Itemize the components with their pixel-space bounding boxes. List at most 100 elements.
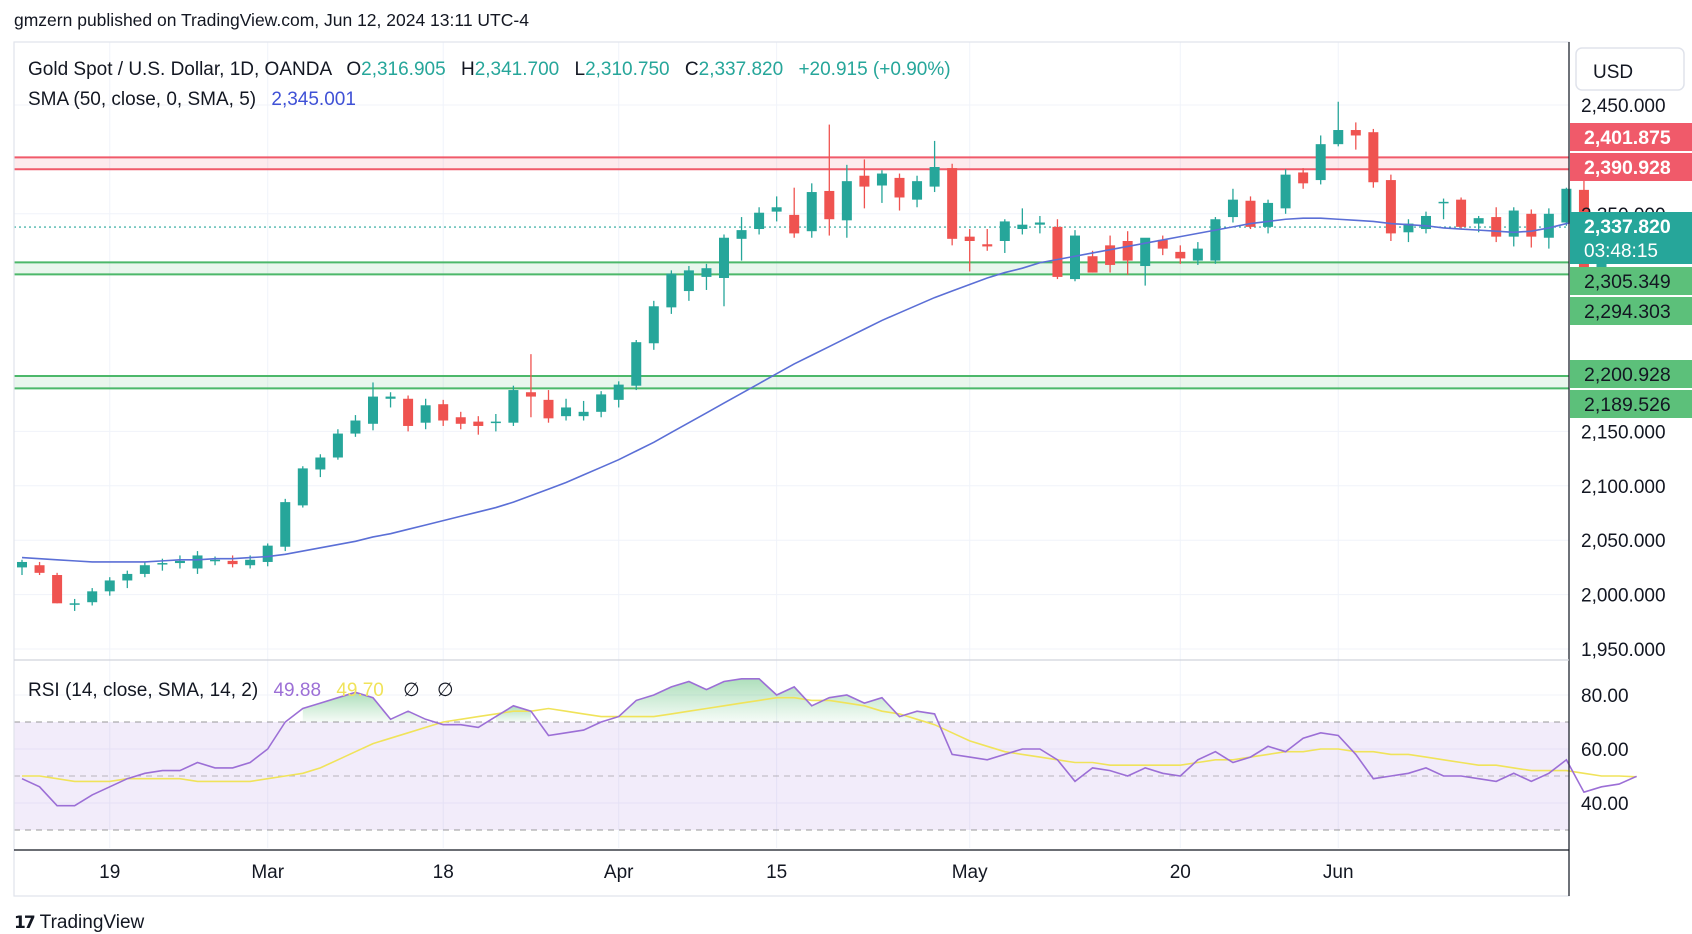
legend-symbol: Gold Spot / U.S. Dollar, 1D, OANDA: [28, 59, 332, 80]
candle: [1333, 101, 1344, 147]
candle-body: [1263, 202, 1274, 227]
candle-body: [157, 563, 168, 565]
tradingview-branding[interactable]: 17 TradingView: [14, 912, 144, 934]
candle: [719, 234, 729, 307]
rsi-legend: RSI (14, close, SMA, 14, 2) 49.88 49.70 …: [28, 680, 454, 701]
time-tick-label: 15: [766, 862, 787, 883]
candle-body: [876, 173, 887, 186]
candle-body: [1087, 256, 1098, 273]
sup-lower-tag: 2,294.303: [1570, 297, 1692, 325]
price-tick-label: 2,450.000: [1581, 96, 1666, 117]
price-tick-label: 2,100.000: [1581, 477, 1666, 498]
candle-body: [947, 168, 958, 239]
candle: [754, 207, 765, 235]
candle: [964, 229, 975, 272]
currency-label: USD: [1593, 62, 1633, 83]
candle: [1034, 215, 1045, 234]
candle: [1140, 237, 1151, 286]
time-tick-label: 19: [99, 862, 120, 883]
res-lower-tag: 2,390.928: [1570, 153, 1692, 181]
candle-body: [648, 306, 659, 344]
candle-body: [1403, 223, 1414, 233]
candle: [613, 381, 624, 408]
candle: [824, 124, 835, 236]
candle: [736, 217, 747, 261]
res-upper-tag-bg: [1570, 123, 1692, 151]
sma-legend-label: SMA (50, close, 0, SMA, 5): [28, 89, 256, 110]
res-upper-tag: 2,401.875: [1570, 123, 1692, 151]
candle: [1280, 169, 1291, 214]
svg-text:Gold Spot / U.S. Dollar, 1D, O: Gold Spot / U.S. Dollar, 1D, OANDA O2,31…: [28, 59, 951, 80]
candle: [385, 392, 396, 408]
currency-button[interactable]: USD: [1575, 47, 1685, 91]
candle-body: [929, 167, 940, 187]
candle-body: [912, 181, 923, 200]
candle: [561, 398, 572, 421]
legend-change: +20.915 (+0.90%): [798, 59, 950, 80]
support2-zone: [14, 375, 1569, 389]
candle: [666, 270, 677, 314]
rsi-tick-label: 80.00: [1581, 686, 1629, 707]
candle: [1227, 188, 1238, 223]
price-tick-label: 1,950.000: [1581, 640, 1666, 661]
candle: [1350, 122, 1361, 150]
candle-body: [982, 244, 993, 247]
sup2-upper-tag-text: 2,200.928: [1584, 364, 1671, 386]
last-price-tag-text: 2,337.820: [1584, 216, 1671, 238]
candle-body: [1456, 199, 1467, 227]
legend-h-value: 2,341.700: [475, 59, 560, 80]
candle-body: [613, 384, 624, 400]
candle-body: [824, 190, 835, 220]
candle: [982, 229, 993, 251]
candle-body: [1157, 239, 1168, 249]
candle-body: [245, 559, 256, 566]
candle-body: [789, 214, 800, 234]
sup2-lower-tag-bg: [1570, 390, 1692, 418]
rsi-line: [21, 678, 1637, 807]
legend-c-value: 2,337.820: [699, 59, 784, 80]
candle: [403, 395, 414, 432]
time-axis[interactable]: 19 Mar 18 Apr 15 May 20 Jun: [99, 862, 1353, 883]
candle-body: [1192, 248, 1203, 261]
candle: [1263, 199, 1274, 234]
candle-body: [525, 392, 536, 397]
candle: [912, 175, 923, 208]
candle-body: [1473, 218, 1484, 224]
candle: [859, 159, 870, 209]
candle-body: [69, 603, 80, 605]
candle: [1508, 207, 1519, 247]
candle: [315, 454, 326, 478]
rsi-legend-label: RSI (14, close, SMA, 14, 2): [28, 680, 258, 701]
time-tick-label: 18: [433, 862, 454, 883]
time-tick-label: Jun: [1323, 862, 1354, 883]
candle-body: [1105, 245, 1116, 265]
legend-o-value: 2,316.905: [361, 59, 446, 80]
candle-body: [771, 207, 782, 212]
rsi-axis[interactable]: 80.00 60.00 40.00: [1581, 686, 1629, 815]
candle: [1052, 219, 1063, 280]
candle: [280, 498, 291, 552]
candle: [473, 416, 484, 435]
candle-body: [473, 421, 484, 426]
candle: [455, 411, 466, 430]
main-legend: Gold Spot / U.S. Dollar, 1D, OANDA O2,31…: [28, 59, 951, 110]
candle: [174, 555, 185, 569]
last-price-tag: 2,337.820 03:48:15: [1570, 212, 1692, 264]
res-lower-tag-text: 2,390.928: [1584, 157, 1671, 179]
horizontal-levels[interactable]: [14, 156, 1569, 390]
legend-h-label: H: [461, 59, 475, 80]
legend-l-label: L: [575, 59, 586, 80]
sup-upper-tag: 2,305.349: [1570, 267, 1692, 295]
candle-body: [438, 404, 449, 421]
sup2-lower-tag-text: 2,189.526: [1584, 394, 1671, 416]
sma-legend-value: 2,345.001: [271, 89, 356, 110]
candle: [87, 588, 98, 606]
svg-text:RSI (14, close, SMA, 14, 2): RSI (14, close, SMA, 14, 2) 49.88 49.70 …: [28, 680, 454, 701]
candle-body: [683, 270, 694, 292]
candle-body: [1491, 217, 1502, 237]
candle-body: [403, 398, 414, 426]
candle: [1157, 235, 1168, 256]
candle: [350, 415, 361, 437]
time-tick-label: 20: [1170, 862, 1191, 883]
